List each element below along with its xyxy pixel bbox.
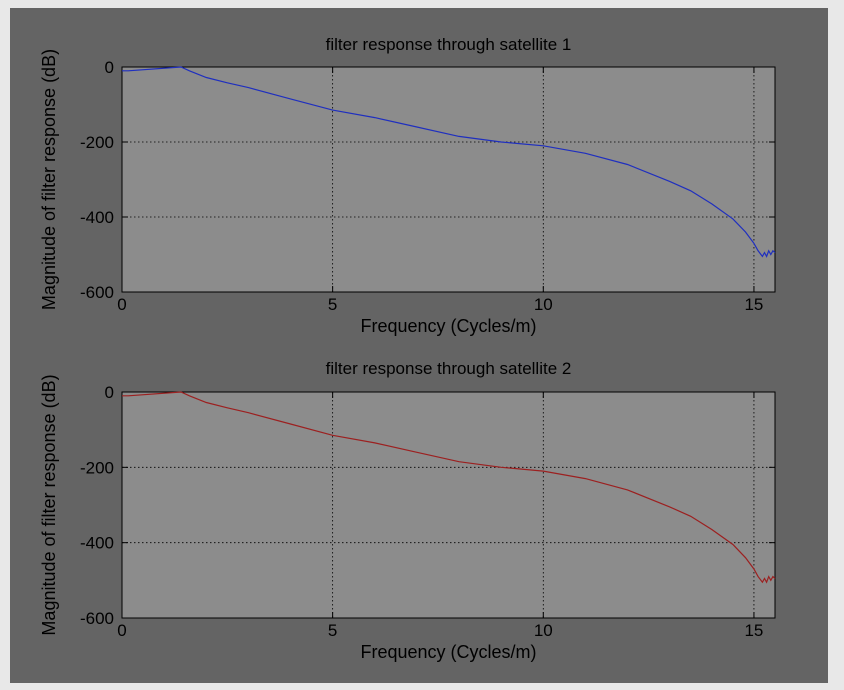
x-tick-label: 5	[328, 295, 337, 314]
subplot-1: 0 5 10 15 0 -200 -400 -600 filter response throu…	[39, 35, 776, 336]
y-tick-label: -600	[80, 283, 114, 302]
chart-title: filter response through satellite 2	[326, 359, 572, 378]
x-tick-label: 0	[117, 295, 126, 314]
figure: 0 5 10 15 0 -200 -400 -600 filter response throu…	[10, 8, 828, 683]
y-tick-label: -400	[80, 208, 114, 227]
series-line	[122, 391, 776, 584]
y-axis-label: Magnitude of filter response (dB)	[39, 374, 59, 635]
series-line	[122, 66, 776, 258]
y-tick-label: 0	[105, 383, 114, 402]
y-tick-label: -200	[80, 133, 114, 152]
y-tick-label: -600	[80, 609, 114, 628]
x-tick-label: 15	[744, 295, 763, 314]
x-tick-label: 10	[534, 295, 553, 314]
axes-background	[121, 66, 776, 293]
figure-canvas: 0 5 10 15 0 -200 -400 -600 filter response throu…	[39, 35, 776, 662]
y-tick-label: -200	[80, 458, 114, 477]
y-tick-label: 0	[105, 58, 114, 77]
x-tick-label: 0	[117, 621, 126, 640]
chart-title: filter response through satellite 1	[326, 35, 572, 54]
y-tick-label: -400	[80, 534, 114, 553]
x-tick-label: 5	[328, 621, 337, 640]
x-tick-label: 15	[744, 621, 763, 640]
x-tick-label: 10	[534, 621, 553, 640]
y-axis-label: Magnitude of filter response (dB)	[39, 49, 59, 310]
x-axis-label: Frequency (Cycles/m)	[360, 642, 536, 662]
subplot-2: 0 5 10 15 0 -200 -400 -600 filter response throu…	[39, 359, 776, 662]
x-axis-label: Frequency (Cycles/m)	[360, 316, 536, 336]
axes-background	[121, 391, 776, 619]
